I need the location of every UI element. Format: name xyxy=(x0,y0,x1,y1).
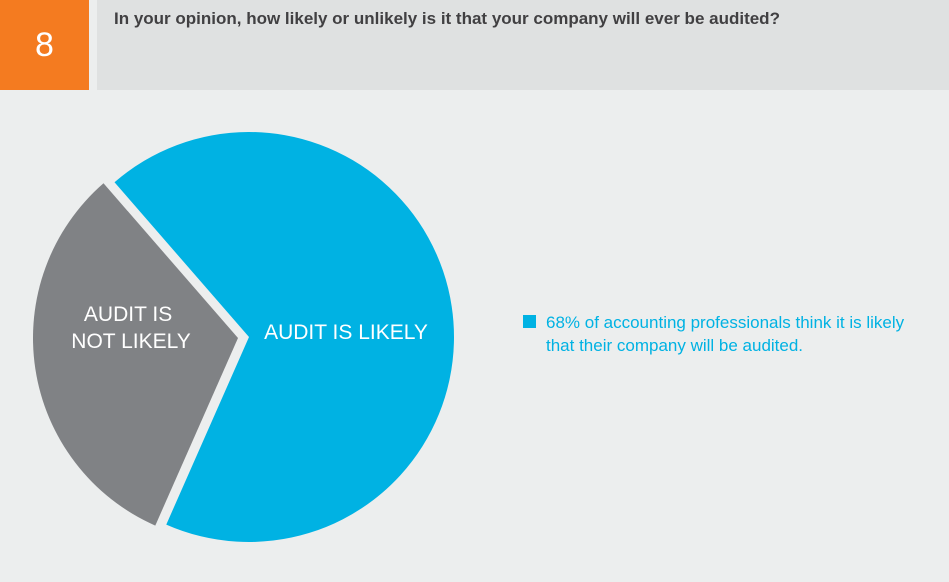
slice-label-audit-not-likely: AUDIT IS NOT LIKELY xyxy=(71,303,190,353)
legend-swatch xyxy=(523,315,536,328)
pie-slice-audit-likely xyxy=(114,131,454,542)
legend-text: 68% of accounting professionals think it… xyxy=(546,313,905,355)
pie-slice-audit-not-likely xyxy=(33,183,238,526)
slice-label-line-1: AUDIT IS xyxy=(84,303,172,326)
question-text: In your opinion, how likely or unlikely … xyxy=(114,9,780,28)
question-number-badge: 8 xyxy=(0,0,89,90)
slice-label-audit-likely: AUDIT IS LIKELY xyxy=(264,321,428,344)
legend: 68% of accounting professionals think it… xyxy=(523,311,933,357)
slice-label-line-2: NOT LIKELY xyxy=(71,330,190,353)
question-header: In your opinion, how likely or unlikely … xyxy=(97,0,949,90)
